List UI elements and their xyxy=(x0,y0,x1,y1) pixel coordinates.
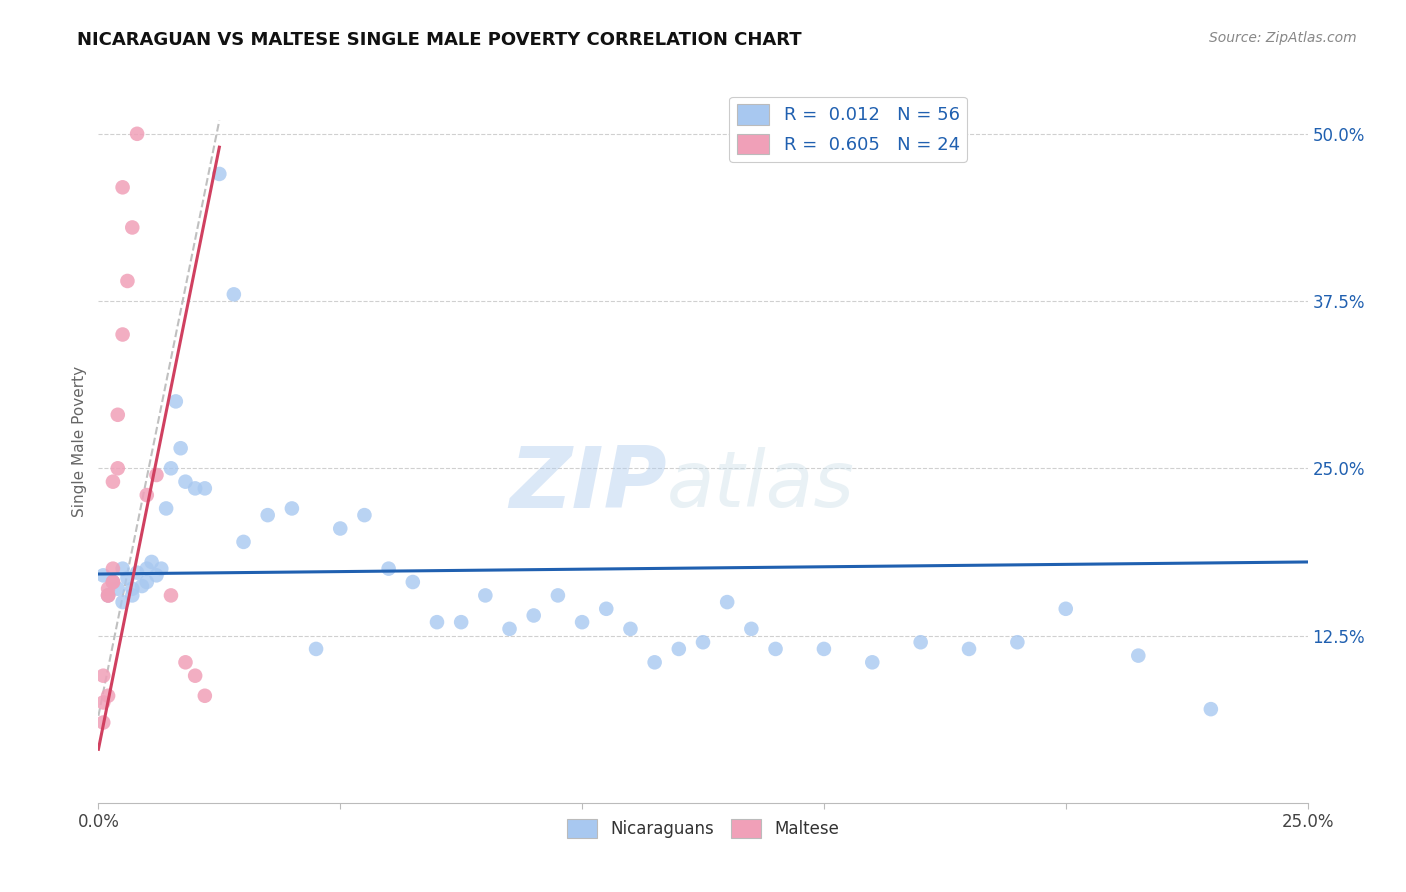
Point xyxy=(91,696,114,710)
Point xyxy=(127,127,149,141)
Point xyxy=(402,575,425,590)
Point xyxy=(121,220,143,235)
Point xyxy=(450,615,472,630)
Point xyxy=(523,608,546,623)
Point xyxy=(127,566,149,580)
Point xyxy=(141,555,163,569)
Point xyxy=(145,467,167,482)
Point xyxy=(97,589,120,603)
Text: atlas: atlas xyxy=(666,447,855,523)
Point xyxy=(111,562,134,576)
Point xyxy=(692,635,714,649)
Point xyxy=(619,622,641,636)
Point xyxy=(121,589,143,603)
Point xyxy=(101,475,124,489)
Point xyxy=(165,394,187,409)
Point xyxy=(208,167,231,181)
Point xyxy=(174,475,197,489)
Point xyxy=(281,501,304,516)
Point xyxy=(107,408,129,422)
Point xyxy=(91,715,114,730)
Point xyxy=(595,602,617,616)
Point xyxy=(1128,648,1150,663)
Point xyxy=(117,571,139,585)
Point xyxy=(97,582,120,596)
Text: Source: ZipAtlas.com: Source: ZipAtlas.com xyxy=(1209,31,1357,45)
Point xyxy=(547,589,569,603)
Point xyxy=(1054,602,1077,616)
Point xyxy=(305,642,328,657)
Point xyxy=(160,461,183,475)
Point xyxy=(91,568,114,582)
Point xyxy=(860,655,883,669)
Point xyxy=(813,642,835,657)
Point xyxy=(910,635,932,649)
Point xyxy=(232,534,254,549)
Legend: Nicaraguans, Maltese: Nicaraguans, Maltese xyxy=(561,813,845,845)
Point xyxy=(107,582,129,596)
Point xyxy=(644,655,666,669)
Point xyxy=(145,568,167,582)
Point xyxy=(135,488,157,502)
Point xyxy=(174,655,197,669)
Point xyxy=(135,575,157,590)
Point xyxy=(1007,635,1029,649)
Point xyxy=(474,589,496,603)
Point xyxy=(184,482,207,496)
Point xyxy=(111,327,134,342)
Point xyxy=(1199,702,1222,716)
Point xyxy=(101,575,124,590)
Point xyxy=(426,615,449,630)
Point xyxy=(256,508,278,523)
Point xyxy=(97,589,120,603)
Point xyxy=(194,482,217,496)
Point xyxy=(498,622,520,636)
Point xyxy=(91,669,114,683)
Point xyxy=(101,575,124,590)
Point xyxy=(117,274,139,288)
Y-axis label: Single Male Poverty: Single Male Poverty xyxy=(72,366,87,517)
Point xyxy=(111,180,134,194)
Point xyxy=(135,562,157,576)
Point xyxy=(377,562,399,576)
Point xyxy=(184,669,207,683)
Point xyxy=(329,521,352,535)
Point xyxy=(97,689,120,703)
Point xyxy=(740,622,762,636)
Point xyxy=(668,642,690,657)
Point xyxy=(107,461,129,475)
Point xyxy=(101,575,124,590)
Point xyxy=(160,589,183,603)
Point xyxy=(222,287,245,301)
Point xyxy=(957,642,980,657)
Point xyxy=(150,562,173,576)
Point xyxy=(111,595,134,609)
Point xyxy=(194,689,217,703)
Text: ZIP: ZIP xyxy=(509,443,666,526)
Point xyxy=(97,589,120,603)
Point xyxy=(571,615,593,630)
Point xyxy=(169,442,191,455)
Point xyxy=(765,642,787,657)
Point xyxy=(716,595,738,609)
Point xyxy=(131,579,153,593)
Point xyxy=(121,582,143,596)
Point xyxy=(353,508,375,523)
Point xyxy=(101,562,124,576)
Text: NICARAGUAN VS MALTESE SINGLE MALE POVERTY CORRELATION CHART: NICARAGUAN VS MALTESE SINGLE MALE POVERT… xyxy=(77,31,801,49)
Point xyxy=(155,501,177,516)
